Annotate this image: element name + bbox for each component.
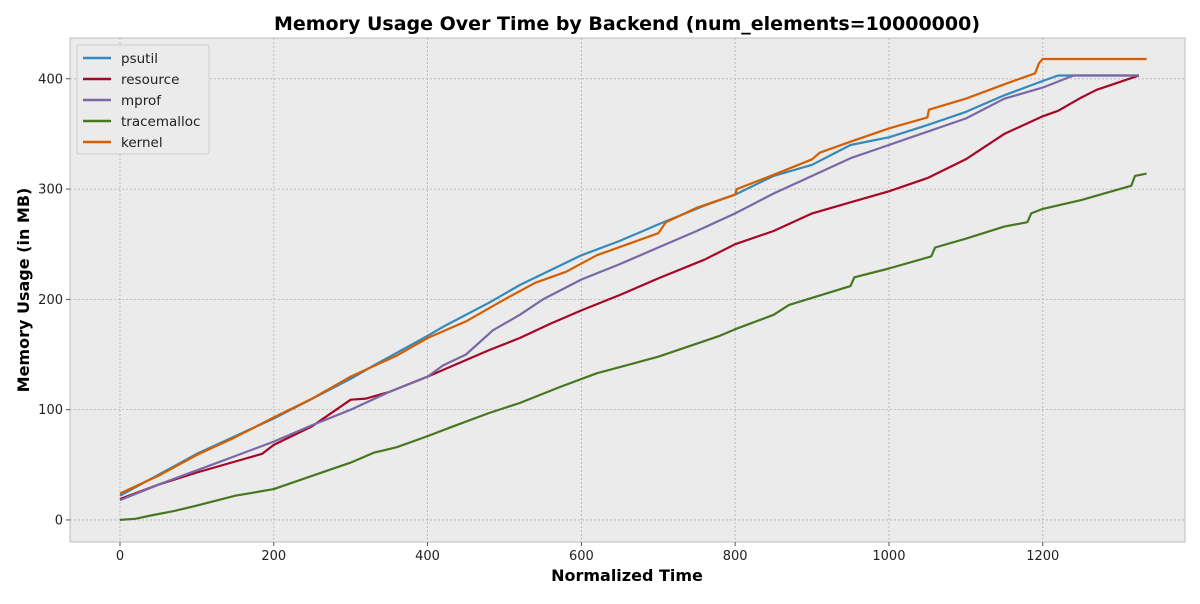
legend-label-tracemalloc: tracemalloc	[121, 114, 200, 130]
legend-label-mprof: mprof	[121, 93, 162, 109]
x-tick-label: 0	[116, 549, 124, 564]
series-line-tracemalloc	[119, 172, 1147, 521]
x-tick-label: 800	[723, 549, 748, 564]
series-lines	[119, 57, 1147, 521]
plot-area	[69, 37, 1186, 543]
x-tick-label: 1200	[1026, 549, 1059, 564]
x-axis-label: Normalized Time	[551, 566, 703, 585]
x-tick-label: 1000	[872, 549, 905, 564]
series-line-resource	[119, 74, 1140, 501]
legend-box	[76, 44, 210, 155]
x-tick-label: 400	[415, 549, 440, 564]
y-tick-label: 400	[38, 72, 63, 87]
chart-title: Memory Usage Over Time by Backend (num_e…	[274, 13, 980, 35]
legend-label-resource: resource	[121, 72, 179, 88]
legend-label-psutil: psutil	[121, 51, 158, 67]
legend-label-kernel: kernel	[121, 135, 163, 151]
series-line-kernel	[119, 57, 1147, 495]
y-tick-label: 200	[38, 293, 63, 308]
y-tick-label: 300	[38, 183, 63, 198]
y-tick-label: 100	[38, 403, 63, 418]
x-tick-label: 200	[261, 549, 286, 564]
series-line-mprof	[119, 74, 1139, 502]
grid-lines	[70, 38, 1185, 542]
x-tick-label: 600	[569, 549, 594, 564]
legend: psutil resource mprof tracemalloc kernel	[76, 44, 210, 155]
legend-items: psutil resource mprof tracemalloc kernel	[83, 51, 200, 151]
y-tick-label: 0	[55, 513, 63, 528]
axis-ticks: 0 200 400 600 800 1000 1200 0 100 200 300 400	[38, 72, 1059, 564]
y-axis-label: Memory Usage (in MB)	[14, 188, 33, 393]
